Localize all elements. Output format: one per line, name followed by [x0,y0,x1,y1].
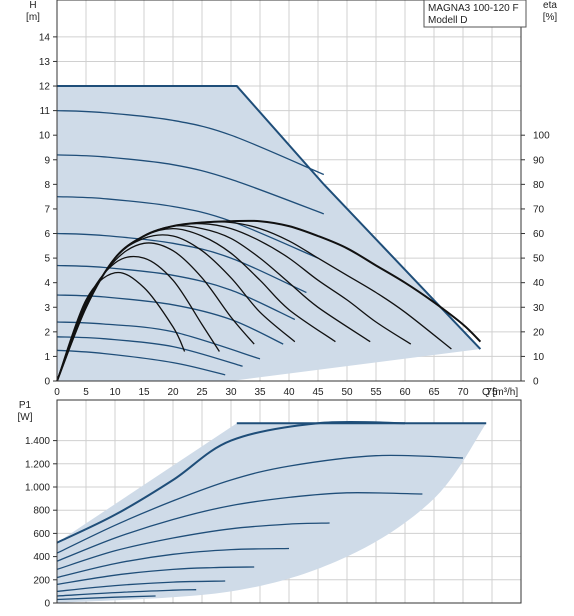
head-ylabel: H [29,0,36,11]
head-plot-frame [56,0,522,382]
head-y-tick-label: 7 [44,204,50,215]
power-curve-6 [56,566,255,586]
head-y-tick-label: 5 [44,254,50,265]
head-x-tick-label: 10 [109,387,121,398]
eta-tick-label: 80 [533,180,545,191]
head-xlabel: Q [m³/h] [482,387,518,398]
head-x-tick-label: 40 [283,387,295,398]
legend-box-frame [423,0,527,28]
head-y-tick-label: 14 [39,32,51,43]
head-x-tick-label: 75 [486,387,498,398]
power-ylabel-unit: [W] [18,412,33,423]
head-curve-8 [56,154,325,215]
power-curve-8 [56,589,197,597]
head-x-tick-label: 20 [167,387,179,398]
head-y-tick-label: 10 [39,131,51,142]
head-curve-1 [56,349,226,376]
head-x-tick-label: 45 [312,387,324,398]
eta-tick-label: 30 [533,303,545,314]
head-x-tick-label: 55 [370,387,382,398]
power-ylabel: P1 [19,400,32,411]
eta-curve-9 [56,219,482,382]
head-x-tick-label: 60 [399,387,411,398]
power-curve-7 [56,580,226,593]
legend-box: MAGNA3 100-120 F Modell D [423,0,527,28]
power-operating-area [57,423,487,603]
power-y-tick-label: 1.200 [25,459,50,470]
power-plot-frame [56,399,522,604]
eta-tick-label: 100 [533,131,550,142]
head-y-tick-label: 9 [44,155,50,166]
head-x-tick-label: 15 [138,387,150,398]
power-y-tick-label: 1.000 [25,483,50,494]
eta-tick-label: 10 [533,352,545,363]
eta-curve-3 [56,242,255,382]
head-y-tick-label: 11 [40,106,51,117]
legend-line-2: Modell D [428,15,467,26]
eta-curve-2 [56,255,220,382]
head-x-tick-label: 65 [428,387,440,398]
head-x-tick-label: 0 [54,387,60,398]
eta-tick-label: 40 [533,278,545,289]
head-x-tick-label: 5 [83,387,89,398]
head-max-curve [57,85,482,350]
eta-curve-1 [56,271,186,382]
head-curve-6 [56,232,307,294]
power-y-tick-label: 200 [33,575,50,586]
head-y-tick-label: 12 [39,82,51,93]
head-y-tick-label: 1 [44,352,50,363]
eta-tick-label: 50 [533,254,545,265]
power-curve-9 [56,595,156,601]
head-x-tick-label: 50 [341,387,353,398]
head-y-tick-label: 13 [39,57,51,68]
power-curve-3 [56,492,423,562]
head-curve-2 [56,336,243,367]
head-x-tick-label: 70 [457,387,469,398]
eta-tick-label: 60 [533,229,545,240]
head-curve-7 [56,195,319,259]
eta-tick-label: 20 [533,327,545,338]
eta-tick-label: 70 [533,204,545,215]
power-curve-4 [56,522,330,571]
head-y-tick-label: 0 [44,377,50,388]
head-curve-9 [56,109,325,176]
eta-tick-label: 0 [533,377,539,388]
head-ylabel-unit: [m] [26,12,40,23]
head-curve-5 [56,264,296,321]
head-y-tick-label: 6 [44,229,50,240]
head-x-tick-label: 35 [254,387,266,398]
head-x-tick-label: 25 [196,387,208,398]
head-y-tick-label: 8 [44,180,50,191]
legend-line-1: MAGNA3 100-120 F [428,3,519,14]
power-y-tick-label: 0 [44,599,50,610]
head-y-tick-label: 2 [44,327,50,338]
power-y-tick-label: 800 [33,506,50,517]
power-y-tick-label: 600 [33,529,50,540]
power-y-tick-label: 1.400 [25,436,50,447]
eta-ylabel: eta [543,0,557,11]
head-y-tick-label: 3 [44,303,50,314]
head-operating-area [57,86,481,381]
power-curve-5 [56,547,290,579]
power-curve-2 [56,454,464,554]
head-y-tick-label: 4 [44,278,50,289]
head-x-tick-label: 30 [225,387,237,398]
power-y-tick-label: 400 [33,552,50,563]
eta-ylabel-unit: [%] [543,12,558,23]
power-panel: 0 200 400 600 800 1.000 1.200 1.400 [25,399,522,610]
eta-tick-label: 90 [533,155,545,166]
